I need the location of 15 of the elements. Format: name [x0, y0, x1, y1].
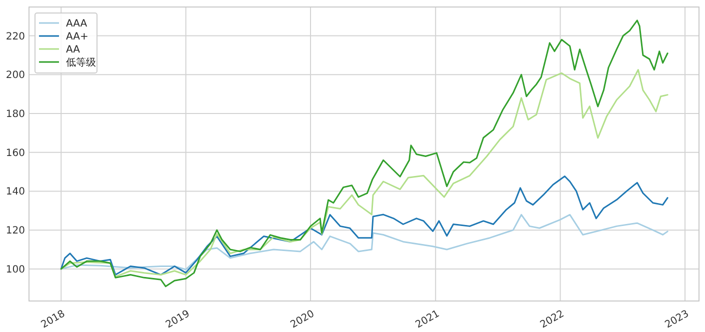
- y-tick-label: 120: [6, 226, 25, 237]
- line-series: [60, 69, 668, 278]
- legend-label: AA+: [66, 32, 88, 42]
- line-series: [60, 20, 668, 288]
- y-tick-label: 180: [6, 108, 25, 120]
- y-tick-label: 140: [6, 186, 25, 198]
- y-tick-label: 100: [6, 264, 25, 276]
- y-tick-label: 160: [6, 148, 25, 159]
- y-tick-label: 200: [6, 70, 25, 82]
- legend-label: 低等级: [66, 56, 96, 68]
- y-tick-label: 220: [6, 31, 25, 42]
- line-series: [60, 214, 668, 270]
- legend-label: AAA: [66, 18, 88, 30]
- legend-label: AA: [66, 44, 80, 56]
- line-series: [60, 176, 668, 276]
